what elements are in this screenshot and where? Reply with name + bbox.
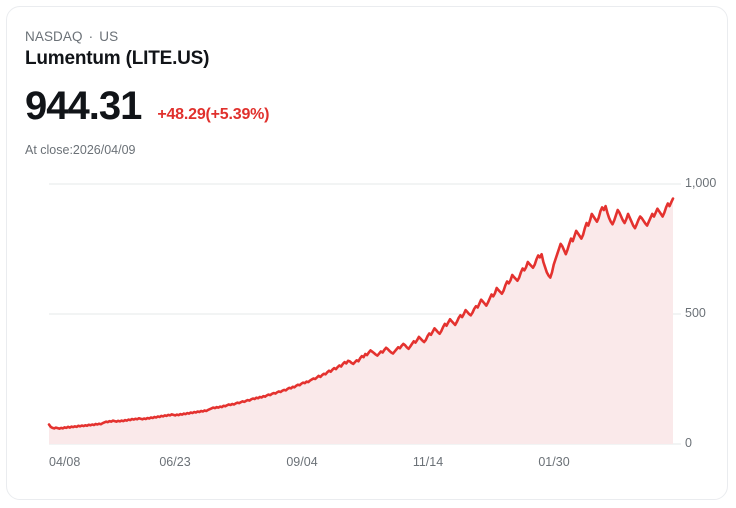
x-axis-tick-label: 06/23 <box>159 455 191 469</box>
y-axis-tick-label: 0 <box>685 436 692 450</box>
x-axis-tick-label: 04/08 <box>49 455 81 469</box>
exchange-region-row: NASDAQ · US <box>25 29 118 44</box>
stock-quote-card: NASDAQ · US Lumentum (LITE.US) 944.31 +48.… <box>6 6 728 500</box>
x-axis-tick-label: 01/30 <box>538 455 570 469</box>
x-axis-tick-label: 11/14 <box>412 455 444 469</box>
price-change: +48.29(+5.39%) <box>157 106 270 123</box>
current-price: 944.31 <box>25 84 142 128</box>
price-chart-svg <box>47 183 681 445</box>
price-row: 944.31 +48.29(+5.39%) <box>25 86 269 126</box>
chart-area-fill <box>49 198 673 444</box>
y-axis-labels: 0 500 1,000 <box>7 167 727 487</box>
price-chart[interactable]: 0 500 1,000 04/08 06/23 09/04 11/14 01/30 <box>7 167 727 487</box>
separator-dot: · <box>88 29 94 44</box>
close-timestamp: At close:2026/04/09 <box>25 143 136 157</box>
y-axis-tick-label: 1,000 <box>685 176 717 190</box>
exchange-name: NASDAQ <box>25 29 83 44</box>
y-axis-tick-label: 500 <box>685 306 706 320</box>
x-axis-labels: 04/08 06/23 09/04 11/14 01/30 <box>7 167 727 487</box>
region-code: US <box>99 29 119 44</box>
x-axis-tick-label: 09/04 <box>286 455 318 469</box>
chart-price-line <box>47 197 675 430</box>
page-title: Lumentum (LITE.US) <box>25 48 210 69</box>
